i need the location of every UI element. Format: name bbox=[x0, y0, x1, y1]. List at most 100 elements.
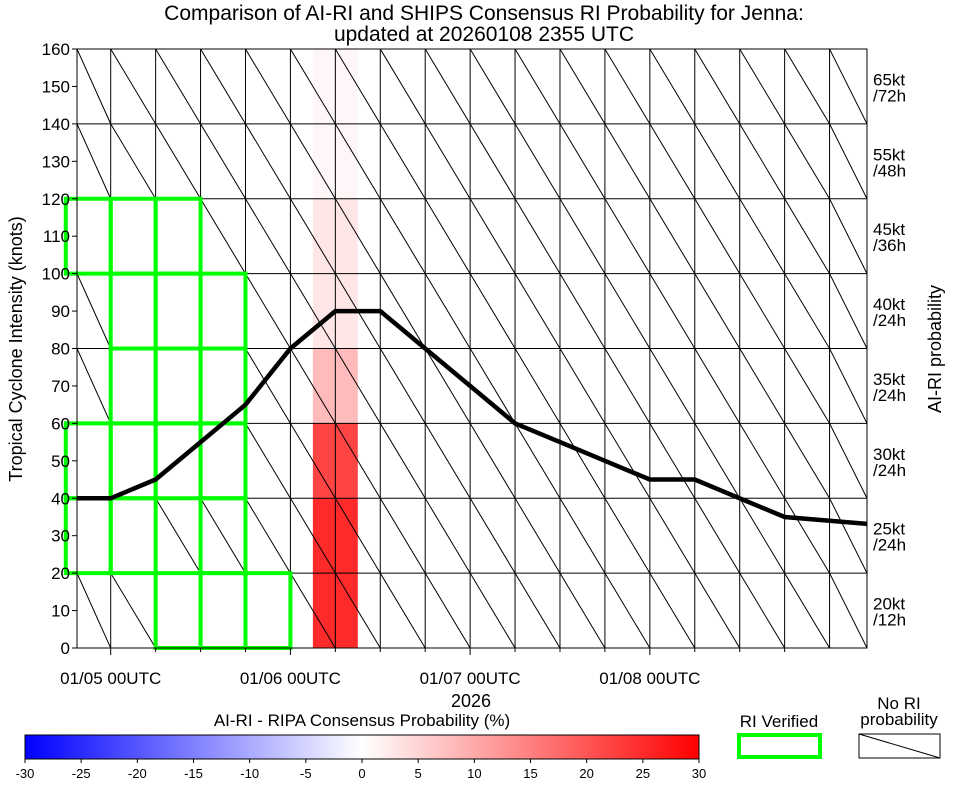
no-probability-hatch bbox=[514, 348, 561, 424]
no-probability-hatch bbox=[739, 49, 786, 125]
no-probability-hatch bbox=[739, 423, 786, 499]
ri-verified-cell bbox=[153, 346, 203, 426]
no-probability-hatch bbox=[694, 198, 741, 274]
no-probability-hatch bbox=[469, 273, 516, 349]
colorbar-tick-label: 20 bbox=[579, 766, 593, 781]
y-tick-label: 140 bbox=[42, 115, 70, 134]
legend-no-ri-label-1: No RI bbox=[877, 694, 920, 713]
no-probability-hatch bbox=[514, 497, 561, 574]
x-tick-label: 01/06 00UTC bbox=[240, 669, 341, 688]
row-threshold-hours: /24h bbox=[873, 461, 906, 480]
no-probability-hatch bbox=[604, 423, 651, 499]
no-probability-hatch bbox=[694, 423, 741, 499]
no-probability-hatch bbox=[739, 198, 786, 274]
no-probability-hatch bbox=[784, 123, 830, 200]
no-probability-hatch bbox=[604, 497, 651, 574]
chart-subtitle: updated at 20260108 2355 UTC bbox=[334, 23, 634, 46]
colorbar-tick-label: -30 bbox=[16, 766, 35, 781]
no-probability-hatching bbox=[77, 49, 867, 648]
no-probability-hatch bbox=[289, 123, 336, 200]
no-probability-hatch bbox=[514, 49, 561, 125]
row-threshold-kt: 25kt bbox=[873, 520, 905, 539]
no-probability-hatch bbox=[559, 572, 606, 648]
no-probability-hatch bbox=[514, 423, 561, 499]
y-tick-label: 20 bbox=[51, 564, 70, 583]
y-tick-label: 30 bbox=[51, 527, 70, 546]
no-probability-hatch bbox=[289, 497, 336, 574]
row-threshold-hours: /12h bbox=[873, 611, 906, 630]
no-probability-hatch bbox=[559, 49, 606, 125]
no-probability-hatch bbox=[200, 123, 246, 200]
y-tick-label: 110 bbox=[43, 227, 70, 246]
no-probability-hatch bbox=[739, 572, 786, 648]
no-probability-hatch bbox=[694, 273, 741, 349]
no-probability-hatch bbox=[155, 49, 201, 125]
ri-verified-cell bbox=[108, 196, 158, 276]
no-probability-hatch bbox=[604, 348, 651, 424]
no-probability-hatch bbox=[739, 348, 786, 424]
colorbar-tick-label: -20 bbox=[128, 766, 147, 781]
ri-verified-cell bbox=[108, 496, 158, 576]
no-probability-hatch bbox=[784, 198, 830, 274]
no-probability-hatch bbox=[379, 348, 426, 424]
no-probability-hatch bbox=[559, 348, 606, 424]
y-tick-label: 150 bbox=[42, 77, 70, 96]
no-probability-hatch bbox=[784, 348, 830, 424]
colorbar-tick-label: -10 bbox=[240, 766, 259, 781]
row-threshold-kt: 20kt bbox=[873, 595, 905, 614]
no-probability-hatch bbox=[604, 572, 651, 648]
no-probability-hatch bbox=[604, 49, 651, 125]
no-probability-hatch bbox=[739, 273, 786, 349]
no-probability-hatch bbox=[694, 123, 741, 200]
no-probability-hatch bbox=[694, 497, 741, 574]
legend-verified-label: RI Verified bbox=[740, 712, 818, 731]
no-probability-hatch bbox=[110, 123, 157, 200]
y-axis-label: Tropical Cyclone Intensity (knots) bbox=[6, 216, 26, 481]
no-probability-hatch bbox=[604, 123, 651, 200]
no-probability-hatch bbox=[649, 423, 696, 499]
no-probability-hatch bbox=[784, 49, 830, 125]
chart-title: Comparison of AI-RI and SHIPS Consensus … bbox=[164, 2, 804, 25]
colorbar-title: AI-RI - RIPA Consensus Probability (%) bbox=[214, 711, 510, 730]
no-probability-hatch bbox=[739, 497, 786, 574]
no-probability-hatch bbox=[829, 49, 867, 125]
no-probability-hatch bbox=[424, 123, 471, 200]
row-threshold-kt: 65kt bbox=[873, 70, 905, 89]
no-probability-hatch bbox=[200, 49, 246, 125]
no-probability-hatch bbox=[424, 273, 471, 349]
y-tick-label: 160 bbox=[42, 40, 70, 59]
no-probability-hatch bbox=[379, 423, 426, 499]
x-axis-year-label: 2026 bbox=[451, 691, 491, 711]
no-probability-hatch bbox=[77, 123, 112, 199]
no-probability-hatch bbox=[829, 123, 867, 199]
no-probability-hatch bbox=[379, 497, 426, 574]
colorbar-tick-label: -5 bbox=[300, 766, 312, 781]
no-probability-hatch bbox=[110, 572, 157, 648]
colorbar-tick-label: -25 bbox=[72, 766, 91, 781]
no-probability-hatch bbox=[649, 572, 696, 648]
colorbar-tick-label: 25 bbox=[636, 766, 650, 781]
no-probability-hatch bbox=[469, 497, 516, 574]
no-probability-hatch bbox=[514, 572, 561, 648]
no-probability-hatch bbox=[829, 198, 867, 274]
no-probability-hatch bbox=[829, 273, 867, 349]
no-probability-hatch bbox=[559, 423, 606, 499]
x-tick-label: 01/07 00UTC bbox=[420, 669, 521, 688]
ri-verified-cell bbox=[198, 571, 248, 650]
no-probability-hatch bbox=[379, 198, 426, 274]
no-probability-hatch bbox=[245, 497, 291, 574]
no-probability-hatch bbox=[289, 348, 336, 424]
no-probability-hatch bbox=[289, 273, 336, 349]
no-probability-hatch bbox=[559, 198, 606, 274]
row-threshold-hours: /72h bbox=[873, 86, 906, 105]
no-probability-hatch bbox=[649, 273, 696, 349]
y-tick-label: 50 bbox=[51, 452, 70, 471]
y-tick-label: 80 bbox=[51, 340, 70, 359]
no-probability-hatch bbox=[784, 497, 830, 574]
colorbar-tick-label: 0 bbox=[358, 766, 365, 781]
colorbar-tick-label: 5 bbox=[415, 766, 422, 781]
no-probability-hatch bbox=[424, 49, 471, 125]
no-probability-hatch bbox=[649, 348, 696, 424]
row-threshold-kt: 45kt bbox=[873, 220, 905, 239]
no-probability-hatch bbox=[245, 49, 291, 125]
